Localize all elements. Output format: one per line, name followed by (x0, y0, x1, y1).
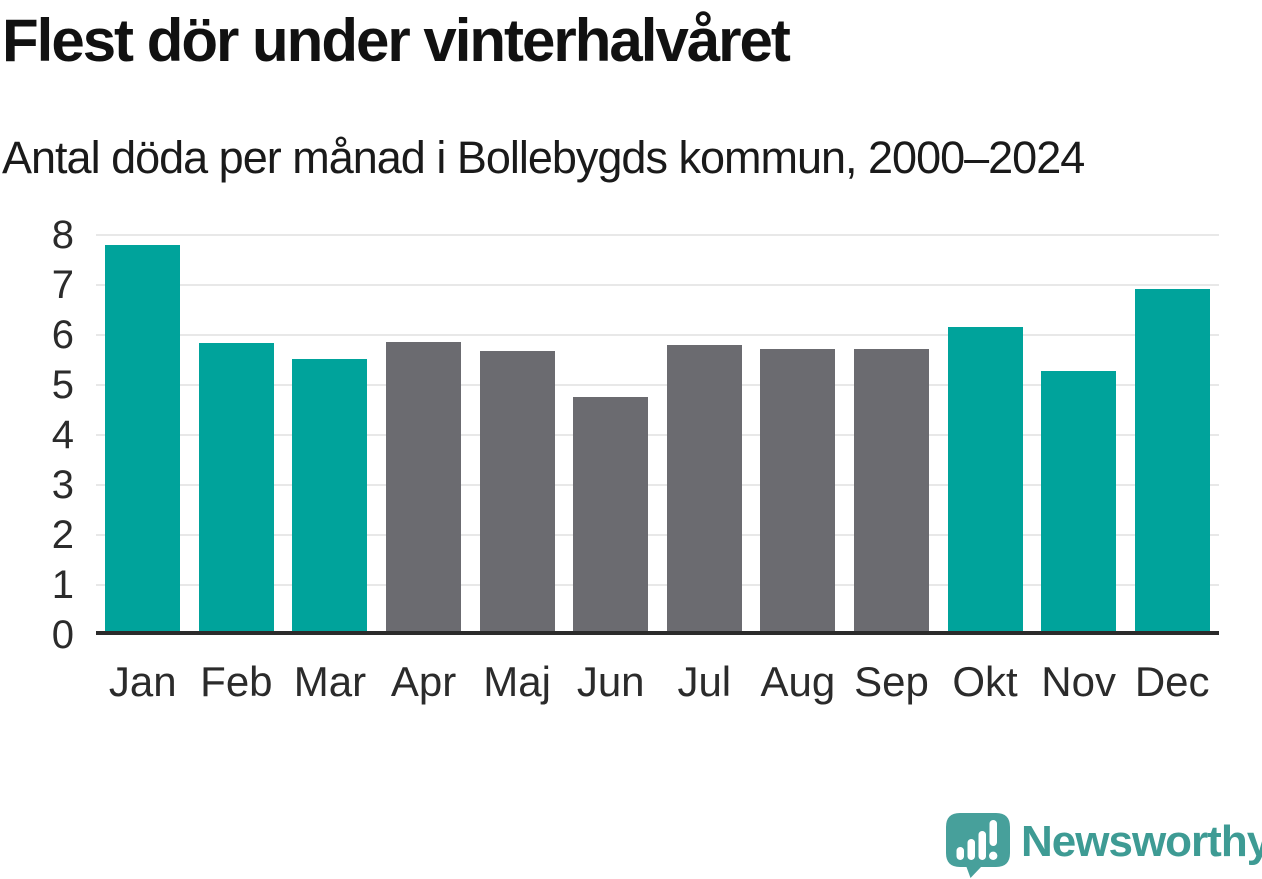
bar-feb (198, 343, 274, 631)
y-tick-label: 6 (51, 313, 74, 357)
bar-jan (105, 245, 181, 631)
logo-exclamation-bar (989, 820, 997, 846)
logo-exclamation-dot (989, 851, 998, 860)
bar-apr (386, 342, 462, 631)
y-tick-label: 3 (51, 463, 74, 507)
gridline (96, 484, 1219, 486)
x-tick-label-okt: Okt (952, 658, 1018, 705)
bar-mar (292, 359, 368, 631)
y-tick-label: 7 (51, 263, 74, 307)
x-tick-label-jan: Jan (108, 658, 177, 705)
y-tick-label: 4 (51, 413, 74, 457)
brand-footer: Newsworthy (945, 812, 1262, 878)
newsworthy-logo-icon (946, 813, 1010, 878)
plot-area (96, 234, 1219, 635)
x-tick-label-nov: Nov (1041, 658, 1116, 705)
y-tick-label: 0 (51, 613, 74, 657)
page-title: Flest dör under vinterhalvåret (2, 7, 791, 74)
x-tick-label-aug: Aug (760, 658, 836, 705)
x-tick-label-maj: Maj (483, 658, 551, 705)
x-tick-label-apr: Apr (390, 658, 457, 705)
y-tick-label: 1 (51, 563, 74, 607)
bar-maj (479, 351, 555, 631)
bar-jun (573, 397, 649, 631)
y-tick-label: 5 (51, 363, 74, 407)
x-tick-label-jul: Jul (677, 658, 732, 705)
gridline (96, 534, 1219, 536)
gridline (96, 434, 1219, 436)
gridline (96, 284, 1219, 286)
x-tick-label-jun: Jun (576, 658, 645, 705)
x-tick-label-dec: Dec (1134, 658, 1210, 705)
gridline (96, 384, 1219, 386)
logo-bar-medium (967, 839, 975, 860)
x-tick-label-feb: Feb (200, 658, 273, 705)
x-tick-label-sep: Sep (854, 658, 929, 705)
bar-aug (760, 349, 836, 631)
gridline (96, 234, 1219, 236)
bar-jul (666, 345, 742, 631)
y-tick-label: 8 (51, 213, 74, 257)
gridline (96, 334, 1219, 336)
bar-sep (853, 349, 929, 631)
brand-name: Newsworthy (1021, 817, 1262, 866)
bar-okt (947, 327, 1023, 631)
bar-nov (1041, 371, 1117, 631)
bar-dec (1134, 289, 1210, 631)
logo-bar-tall (978, 831, 986, 860)
x-tick-label-mar: Mar (293, 658, 367, 705)
logo-bar-small (956, 847, 964, 860)
y-tick-label: 2 (51, 513, 74, 557)
page-subtitle: Antal döda per månad i Bollebygds kommun… (2, 132, 1085, 183)
gridline (96, 584, 1219, 586)
